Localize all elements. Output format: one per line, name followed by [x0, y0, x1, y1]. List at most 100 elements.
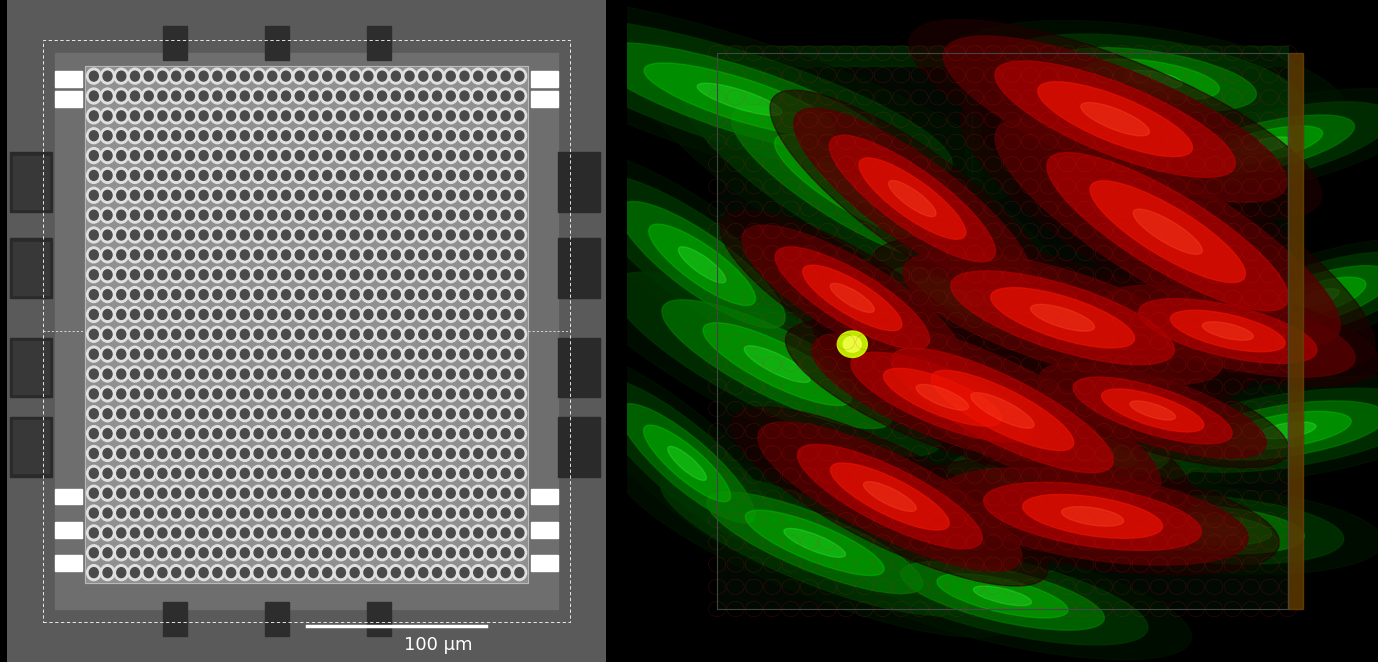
- Circle shape: [471, 287, 485, 303]
- Circle shape: [265, 227, 280, 243]
- Circle shape: [499, 148, 513, 164]
- Circle shape: [433, 250, 441, 260]
- Circle shape: [350, 230, 360, 240]
- Circle shape: [212, 270, 222, 279]
- Circle shape: [347, 406, 362, 422]
- Circle shape: [460, 567, 469, 577]
- Circle shape: [103, 389, 112, 399]
- Ellipse shape: [1090, 181, 1246, 283]
- Circle shape: [142, 386, 156, 402]
- Circle shape: [474, 528, 482, 538]
- Circle shape: [309, 230, 318, 240]
- Circle shape: [158, 250, 167, 260]
- Circle shape: [446, 71, 455, 81]
- Circle shape: [320, 406, 335, 422]
- Circle shape: [364, 548, 373, 557]
- Circle shape: [391, 350, 401, 359]
- Circle shape: [471, 148, 485, 164]
- Circle shape: [251, 108, 266, 124]
- Circle shape: [212, 469, 222, 478]
- Ellipse shape: [1177, 115, 1355, 176]
- Circle shape: [433, 389, 441, 399]
- Circle shape: [309, 71, 318, 81]
- Bar: [85, 66, 528, 583]
- Circle shape: [446, 191, 455, 200]
- Circle shape: [200, 548, 208, 557]
- Circle shape: [267, 71, 277, 81]
- Circle shape: [103, 330, 112, 339]
- Circle shape: [212, 111, 222, 121]
- Circle shape: [211, 68, 225, 84]
- Circle shape: [212, 290, 222, 299]
- Circle shape: [131, 151, 139, 160]
- Circle shape: [306, 326, 321, 342]
- Circle shape: [416, 267, 430, 283]
- Circle shape: [391, 567, 401, 577]
- Circle shape: [488, 310, 496, 319]
- Circle shape: [320, 366, 335, 382]
- Circle shape: [347, 307, 362, 322]
- Circle shape: [103, 151, 112, 160]
- Ellipse shape: [1211, 252, 1378, 344]
- Circle shape: [446, 548, 455, 557]
- Circle shape: [433, 290, 441, 299]
- Circle shape: [419, 548, 427, 557]
- Circle shape: [333, 346, 349, 362]
- Circle shape: [223, 366, 238, 382]
- Circle shape: [350, 489, 360, 498]
- Ellipse shape: [830, 135, 995, 262]
- Circle shape: [320, 446, 335, 461]
- Circle shape: [142, 366, 156, 382]
- Circle shape: [364, 389, 373, 399]
- Circle shape: [211, 207, 225, 223]
- Circle shape: [186, 211, 194, 220]
- Circle shape: [87, 426, 101, 442]
- Circle shape: [306, 227, 321, 243]
- Ellipse shape: [528, 19, 952, 180]
- Circle shape: [183, 88, 197, 104]
- Circle shape: [172, 350, 181, 359]
- Circle shape: [375, 565, 390, 581]
- Circle shape: [223, 187, 238, 203]
- Circle shape: [197, 108, 211, 124]
- Circle shape: [295, 91, 305, 101]
- Circle shape: [267, 270, 277, 279]
- Circle shape: [101, 505, 114, 521]
- Circle shape: [87, 247, 101, 263]
- Circle shape: [320, 307, 335, 322]
- Bar: [558, 417, 601, 477]
- Circle shape: [267, 191, 277, 200]
- Circle shape: [211, 247, 225, 263]
- Circle shape: [117, 408, 125, 419]
- Circle shape: [103, 270, 112, 279]
- Circle shape: [101, 386, 114, 402]
- Circle shape: [90, 449, 98, 458]
- Circle shape: [183, 326, 197, 342]
- Circle shape: [265, 505, 280, 521]
- Circle shape: [251, 68, 266, 84]
- Circle shape: [322, 350, 332, 359]
- Circle shape: [391, 310, 401, 319]
- Circle shape: [169, 346, 183, 362]
- Circle shape: [278, 227, 294, 243]
- Circle shape: [378, 171, 387, 180]
- Circle shape: [457, 148, 471, 164]
- Circle shape: [223, 485, 238, 501]
- Circle shape: [251, 88, 266, 104]
- Circle shape: [375, 485, 390, 501]
- Circle shape: [169, 545, 183, 561]
- Circle shape: [145, 330, 153, 339]
- Circle shape: [240, 350, 249, 359]
- Ellipse shape: [845, 322, 1160, 499]
- Circle shape: [172, 489, 181, 498]
- Circle shape: [90, 548, 98, 557]
- Circle shape: [265, 525, 280, 541]
- Circle shape: [117, 369, 125, 379]
- Circle shape: [322, 469, 332, 478]
- Circle shape: [200, 369, 208, 379]
- Circle shape: [295, 389, 305, 399]
- Circle shape: [402, 88, 416, 104]
- Ellipse shape: [548, 148, 856, 382]
- Circle shape: [158, 91, 167, 101]
- Circle shape: [251, 267, 266, 283]
